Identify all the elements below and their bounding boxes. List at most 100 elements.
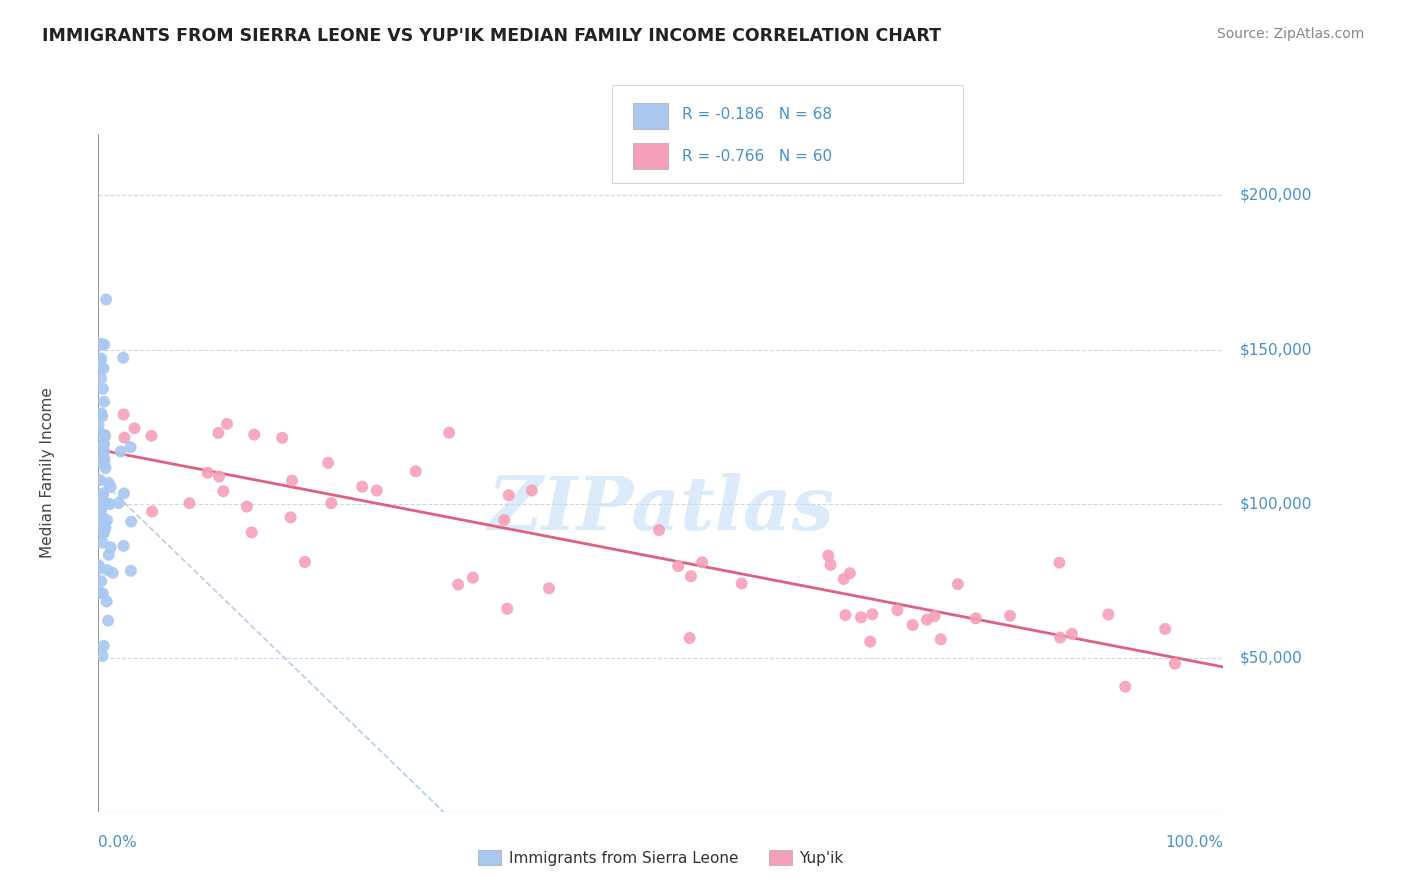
Text: Source: ZipAtlas.com: Source: ZipAtlas.com (1216, 27, 1364, 41)
Point (212, 484, 235, 499)
Point (965, 611, 987, 625)
Point (648, 523, 671, 537)
Point (97, 475, 120, 490)
Point (834, 608, 856, 623)
Point (820, 558, 842, 572)
Point (93, 337, 115, 351)
Point (207, 425, 229, 440)
Point (93, 457, 115, 471)
Point (90, 371, 112, 385)
Point (124, 421, 146, 435)
Point (90, 500, 112, 515)
Text: R = -0.186   N = 68: R = -0.186 N = 68 (682, 107, 832, 121)
Point (998, 608, 1021, 623)
Point (860, 607, 883, 622)
Point (110, 444, 132, 458)
Point (91, 535, 114, 549)
Point (498, 488, 520, 502)
Point (1049, 631, 1071, 645)
Point (96, 594, 118, 608)
Point (496, 601, 519, 615)
Point (91, 510, 114, 524)
Point (901, 618, 924, 632)
Point (90, 501, 112, 516)
Point (1097, 607, 1119, 622)
Point (1047, 556, 1070, 570)
Point (91, 382, 114, 396)
Point (94, 521, 117, 535)
Point (93, 394, 115, 409)
Point (90, 515, 112, 529)
Point (946, 577, 969, 591)
Point (91, 587, 114, 601)
Legend: Immigrants from Sierra Leone, Yup'ik: Immigrants from Sierra Leone, Yup'ik (472, 844, 849, 871)
Point (90, 500, 112, 515)
Point (439, 425, 461, 440)
Point (93, 525, 115, 540)
Point (98, 497, 121, 511)
Point (93, 450, 115, 464)
Text: $150,000: $150,000 (1240, 342, 1312, 357)
Point (215, 417, 238, 431)
Point (93, 453, 115, 467)
Point (1060, 627, 1083, 641)
Point (89, 561, 111, 575)
Point (93, 361, 115, 376)
Point (236, 500, 259, 514)
Point (405, 464, 427, 478)
Point (91, 525, 114, 540)
Point (537, 582, 560, 596)
Point (352, 480, 374, 494)
Point (93, 443, 115, 458)
Point (93, 452, 115, 467)
Point (915, 613, 938, 627)
Point (817, 549, 839, 563)
Point (179, 496, 201, 510)
Point (101, 566, 124, 580)
Text: $100,000: $100,000 (1240, 496, 1312, 511)
Point (87, 506, 110, 520)
Point (100, 480, 122, 494)
Point (107, 496, 129, 510)
Point (89, 425, 111, 440)
Point (90, 353, 112, 368)
Text: $200,000: $200,000 (1240, 188, 1312, 202)
Point (87, 490, 110, 504)
Text: 100.0%: 100.0% (1166, 836, 1223, 850)
Point (120, 440, 142, 454)
Text: Median Family Income: Median Family Income (41, 387, 55, 558)
Point (678, 631, 700, 645)
Point (120, 515, 142, 529)
Point (461, 571, 484, 585)
Point (90, 407, 112, 421)
Point (832, 572, 855, 586)
Point (1154, 622, 1177, 636)
Point (447, 577, 470, 591)
Point (90, 351, 112, 366)
Point (94, 429, 117, 443)
Point (97, 548, 120, 562)
Point (93, 516, 115, 530)
Point (93, 486, 115, 500)
Point (97, 614, 120, 628)
Point (281, 474, 304, 488)
Point (316, 456, 339, 470)
Point (243, 427, 266, 442)
Point (90, 360, 112, 375)
Point (100, 541, 122, 555)
Point (94, 461, 117, 475)
Point (141, 429, 163, 443)
Point (112, 351, 135, 365)
Point (494, 513, 516, 527)
Point (886, 603, 908, 617)
Point (90, 337, 112, 351)
Point (93, 494, 115, 508)
Point (94, 428, 117, 442)
Text: ZIPatlas: ZIPatlas (488, 474, 834, 546)
Point (294, 555, 316, 569)
Point (87, 417, 110, 432)
Point (112, 539, 135, 553)
Point (520, 483, 543, 498)
Point (96, 513, 118, 527)
Point (321, 496, 343, 510)
